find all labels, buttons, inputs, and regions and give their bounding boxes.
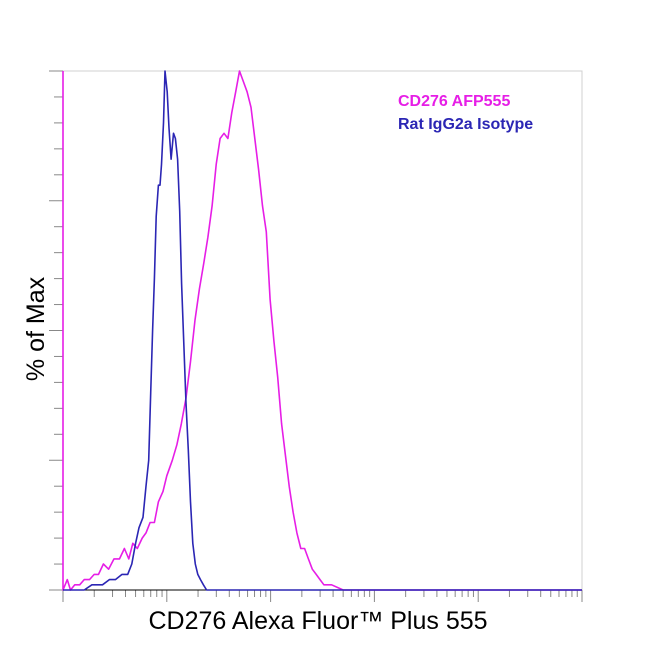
series-line-0 [62,70,582,591]
legend-entry-cd276: CD276 AFP555 [398,93,510,110]
series-line-1 [63,70,582,591]
x-axis-label: CD276 Alexa Fluor™ Plus 555 [148,607,487,635]
y-axis-ticks [49,70,63,591]
plot-frame [62,70,583,591]
legend-entry-isotype: Rat IgG2a Isotype [398,116,533,133]
x-axis-ticks [62,590,583,602]
series-lines [62,70,582,591]
y-axis-label: % of Max [22,276,50,381]
